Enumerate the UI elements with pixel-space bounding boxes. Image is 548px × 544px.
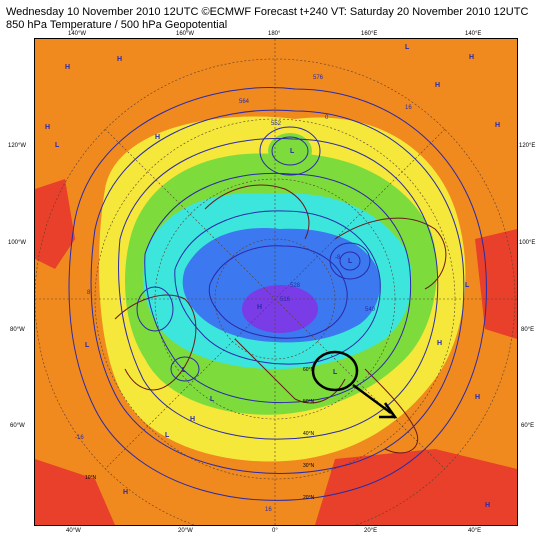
high-pressure-label: H xyxy=(45,124,50,131)
lat-label: 10°N xyxy=(85,475,97,481)
tick-bottom-5: 40°E xyxy=(468,528,482,534)
contour-value-labels: 576 564 552 540 528 516 16 8 0 -8 -16 16 xyxy=(75,75,412,513)
tick-left-4: 60°W xyxy=(10,423,25,429)
tick-right-3: 80°E xyxy=(521,327,535,333)
contour-label: 564 xyxy=(239,99,250,105)
high-pressure-label: H xyxy=(495,122,500,129)
low-pressure-label: L xyxy=(55,142,60,149)
low-pressure-label: L xyxy=(182,367,187,374)
tick-top-2: 160°W xyxy=(176,31,195,37)
high-pressure-label: H xyxy=(123,489,128,496)
low-pressure-label: L xyxy=(85,342,90,349)
high-pressure-label: H xyxy=(469,54,474,61)
high-pressure-label: H xyxy=(437,340,442,347)
high-pressure-label: H xyxy=(475,394,480,401)
low-pressure-label: L xyxy=(465,282,470,289)
tick-bottom-1: 40°W xyxy=(66,528,81,534)
low-pressure-label: L xyxy=(210,396,215,403)
lat-label: 40°N xyxy=(303,431,315,437)
latitude-labels: 60°N 50°N 40°N 30°N 20°N 10°N xyxy=(85,367,315,501)
tick-top-1: 140°W xyxy=(68,31,87,37)
contour-label: 528 xyxy=(290,283,301,289)
weather-map: 576 564 552 540 528 516 16 8 0 -8 -16 16… xyxy=(35,39,517,525)
pressure-centers: H H H H H H H H H H H H H L L L L L L L … xyxy=(45,44,500,509)
contour-label: 576 xyxy=(313,75,324,81)
arrow-head-icon xyxy=(379,402,398,419)
chart-title: Wednesday 10 November 2010 12UTC ©ECMWF … xyxy=(6,6,529,18)
low-pressure-label: L xyxy=(165,432,170,439)
contour-label: 16 xyxy=(405,105,412,111)
high-pressure-label: H xyxy=(257,304,262,311)
tick-top-4: 160°E xyxy=(361,31,378,37)
contour-label: 0 xyxy=(325,115,329,121)
geopotential-contours xyxy=(68,87,487,501)
tick-bottom-4: 20°E xyxy=(364,528,378,534)
tick-left-2: 100°W xyxy=(8,240,27,246)
hot-patch-southwest xyxy=(35,459,115,525)
tick-bottom-2: 20°W xyxy=(178,528,193,534)
low-pressure-label: L xyxy=(348,258,353,265)
tick-top-5: 140°E xyxy=(465,31,482,37)
hot-patch-south xyxy=(315,449,517,525)
arctic-core xyxy=(242,285,318,333)
contour-label: 16 xyxy=(265,507,272,513)
tick-bottom-3: 0° xyxy=(272,528,278,534)
high-pressure-label: H xyxy=(485,502,490,509)
high-pressure-label: H xyxy=(435,82,440,89)
tick-right-1: 120°E xyxy=(519,143,536,149)
low-pressure-label: L xyxy=(290,148,295,155)
lat-label: 30°N xyxy=(303,463,315,469)
chart-subtitle: 850 hPa Temperature / 500 hPa Geopotenti… xyxy=(6,19,228,31)
low-pressure-label: L xyxy=(405,44,410,51)
tick-left-3: 80°W xyxy=(10,327,25,333)
lat-label: 20°N xyxy=(303,495,315,501)
high-pressure-label: H xyxy=(190,416,195,423)
tick-left-1: 120°W xyxy=(8,143,27,149)
contour-label: 540 xyxy=(365,307,376,313)
map-frame: 576 564 552 540 528 516 16 8 0 -8 -16 16… xyxy=(34,38,518,526)
lat-label: 60°N xyxy=(303,367,315,373)
high-pressure-label: H xyxy=(117,56,122,63)
contour-label: -8 xyxy=(335,255,341,261)
low-pressure-label: L xyxy=(333,369,338,376)
tick-right-4: 60°E xyxy=(521,423,535,429)
hot-patch-west xyxy=(35,179,75,269)
tick-right-2: 100°E xyxy=(519,240,536,246)
high-pressure-label: H xyxy=(65,64,70,71)
pacific-low-core xyxy=(268,133,312,169)
contour-label: -16 xyxy=(75,435,84,441)
high-pressure-label: H xyxy=(155,134,160,141)
contour-label: 8 xyxy=(87,290,91,296)
lat-label: 50°N xyxy=(303,399,315,405)
tick-top-3: 180° xyxy=(268,31,281,37)
movement-arrow xyxy=(352,383,392,415)
contour-label: 516 xyxy=(280,297,291,303)
highlight-circle xyxy=(311,350,359,392)
contour-label: 552 xyxy=(271,121,282,127)
